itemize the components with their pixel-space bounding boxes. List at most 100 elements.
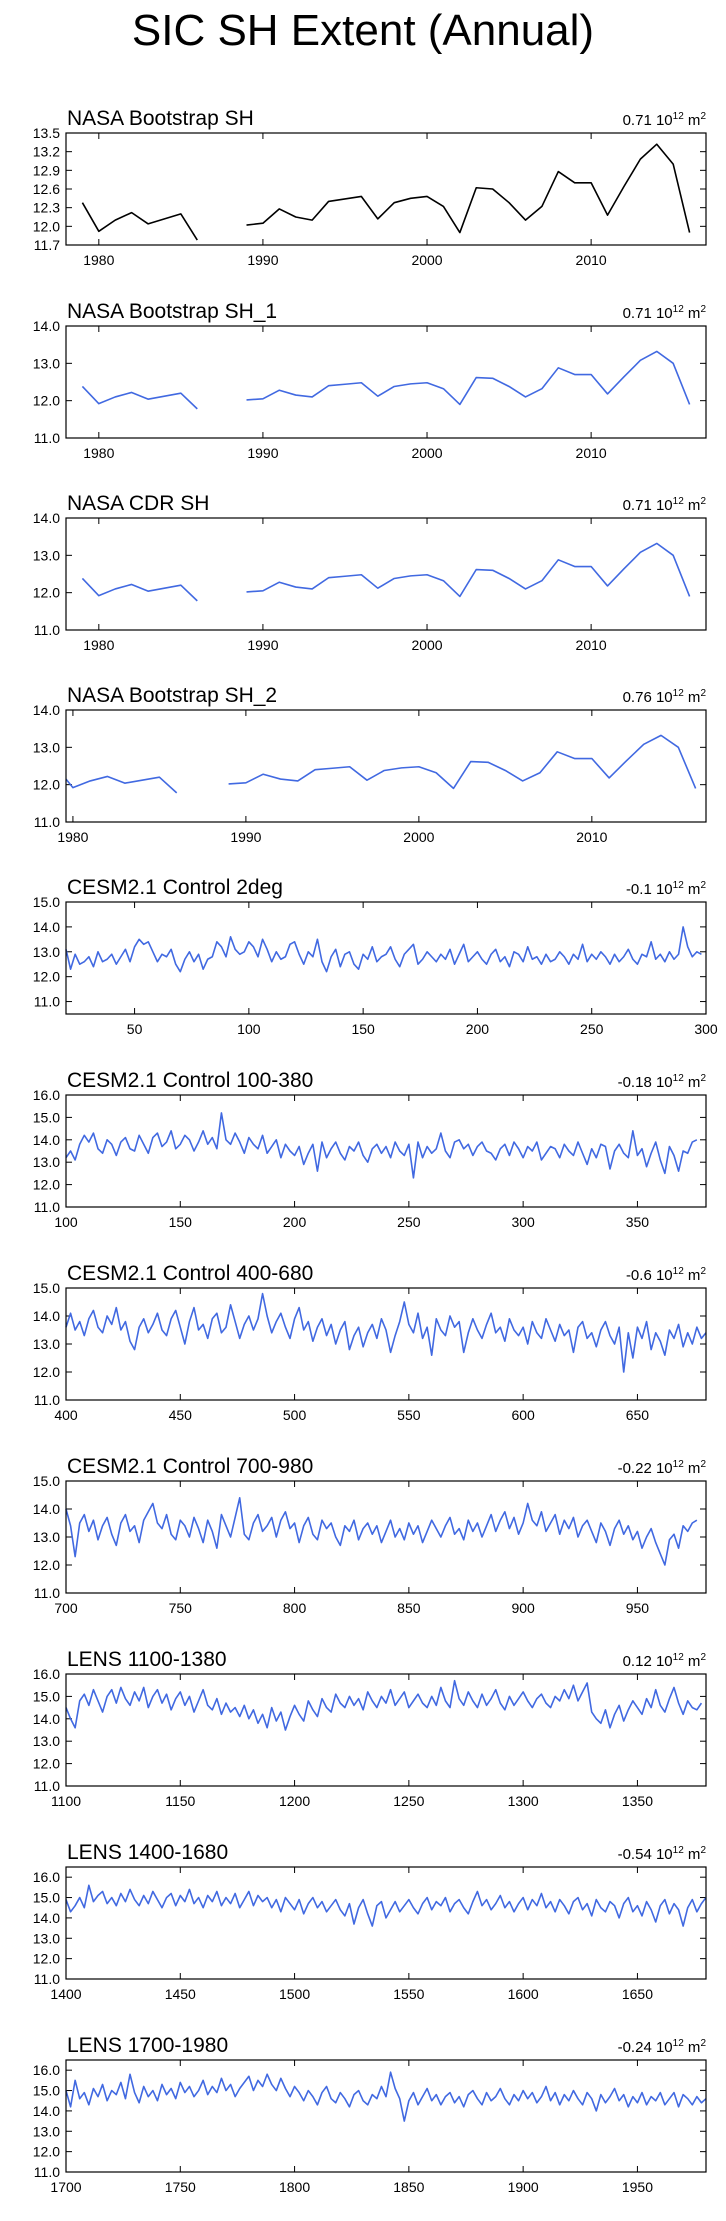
y-tick-label: 14.0 bbox=[33, 1501, 60, 1517]
y-tick-label: 13.0 bbox=[33, 547, 60, 563]
y-tick-label: 11.7 bbox=[34, 237, 60, 253]
trend-exponent: 12 bbox=[673, 111, 685, 122]
x-tick-label: 400 bbox=[54, 1407, 78, 1423]
x-tick-label: 1350 bbox=[622, 1793, 653, 1809]
y-tick-label: 13.0 bbox=[33, 1733, 60, 1749]
x-tick-label: 800 bbox=[283, 1600, 307, 1616]
x-tick-label: 1200 bbox=[279, 1793, 310, 1809]
x-tick-label: 300 bbox=[694, 1021, 718, 1037]
trend-value: -0.1 10 bbox=[626, 881, 673, 898]
data-series-line bbox=[81, 143, 691, 241]
panel-title: LENS 1700-1980 bbox=[67, 2034, 228, 2057]
x-tick-label: 1990 bbox=[230, 829, 261, 845]
y-tick-label: 15.0 bbox=[33, 1688, 60, 1704]
y-tick-label: 13.0 bbox=[33, 1336, 60, 1352]
x-tick-label: 750 bbox=[169, 1600, 193, 1616]
x-tick-label: 1300 bbox=[508, 1793, 539, 1809]
y-tick-label: 13.0 bbox=[33, 1154, 60, 1170]
trend-unit-exponent: 2 bbox=[700, 1845, 706, 1856]
data-series-line bbox=[81, 350, 691, 410]
x-tick-label: 1750 bbox=[165, 2179, 196, 2195]
y-tick-label: 13.0 bbox=[33, 1529, 60, 1545]
y-tick-label: 15.0 bbox=[33, 1473, 60, 1489]
y-tick-label: 11.0 bbox=[34, 994, 60, 1010]
plot-frame bbox=[65, 132, 707, 246]
chart-panel: CESM2.1 Control 100-380 -0.18 1012 m2 11.0… bbox=[33, 1069, 707, 1230]
y-tick-label: 14.0 bbox=[33, 1910, 60, 1926]
chart-panel: CESM2.1 Control 700-980 -0.22 1012 m2 11.0… bbox=[33, 1455, 707, 1616]
plot-frame bbox=[65, 1480, 707, 1594]
x-tick-label: 1550 bbox=[393, 1986, 424, 2002]
trend-unit-exponent: 2 bbox=[700, 1459, 706, 1470]
y-tick-label: 12.3 bbox=[33, 200, 60, 216]
y-tick-label: 11.0 bbox=[34, 1392, 60, 1408]
x-tick-label: 100 bbox=[54, 1214, 78, 1230]
y-tick-label: 15.0 bbox=[33, 894, 60, 910]
y-tick-label: 16.0 bbox=[33, 1087, 60, 1103]
trend-unit-exponent: 2 bbox=[700, 111, 706, 122]
x-tick-label: 2010 bbox=[576, 829, 607, 845]
y-tick-label: 13.0 bbox=[33, 2123, 60, 2139]
y-tick-label: 16.0 bbox=[33, 1869, 60, 1885]
y-tick-label: 13.0 bbox=[33, 1930, 60, 1946]
trend-annotation: -0.54 1012 m2 bbox=[618, 1845, 707, 1863]
plot-frame bbox=[65, 2059, 707, 2173]
y-tick-label: 12.0 bbox=[33, 1177, 60, 1193]
y-tick-label: 11.0 bbox=[34, 814, 60, 830]
x-tick-label: 2010 bbox=[576, 637, 607, 653]
trend-exponent: 12 bbox=[673, 1459, 685, 1470]
y-tick-label: 12.0 bbox=[33, 777, 60, 793]
x-tick-label: 1650 bbox=[622, 1986, 653, 2002]
trend-value: 0.71 10 bbox=[623, 497, 673, 514]
plot-frame bbox=[65, 709, 707, 823]
x-tick-label: 50 bbox=[127, 1021, 143, 1037]
chart-panel: LENS 1400-1680 -0.54 1012 m2 11.0 12.0 13.0 1… bbox=[33, 1841, 707, 2002]
trend-unit: m bbox=[684, 1653, 701, 1670]
trend-value: -0.18 10 bbox=[618, 1074, 673, 1091]
y-tick-label: 12.0 bbox=[33, 1557, 60, 1573]
trend-unit: m bbox=[684, 689, 701, 706]
x-tick-label: 1950 bbox=[622, 2179, 653, 2195]
x-tick-label: 600 bbox=[511, 1407, 535, 1423]
trend-exponent: 12 bbox=[673, 1845, 685, 1856]
x-tick-label: 2000 bbox=[411, 252, 442, 268]
trend-exponent: 12 bbox=[673, 688, 685, 699]
x-tick-label: 300 bbox=[511, 1214, 535, 1230]
x-tick-label: 1800 bbox=[279, 2179, 310, 2195]
x-tick-label: 950 bbox=[626, 1600, 650, 1616]
trend-exponent: 12 bbox=[673, 2038, 685, 2049]
trend-annotation: -0.24 1012 m2 bbox=[618, 2038, 707, 2056]
trend-unit: m bbox=[684, 112, 701, 129]
data-series-line bbox=[65, 2071, 707, 2122]
y-tick-label: 14.0 bbox=[33, 510, 60, 526]
plot-frame bbox=[65, 517, 707, 631]
chart-panel: LENS 1700-1980 -0.24 1012 m2 11.0 12.0 13.0 1… bbox=[33, 2034, 707, 2195]
panel-title: CESM2.1 Control 2deg bbox=[67, 876, 283, 899]
trend-unit-exponent: 2 bbox=[700, 304, 706, 315]
trend-exponent: 12 bbox=[673, 496, 685, 507]
x-tick-label: 1980 bbox=[83, 445, 114, 461]
chart-panel: CESM2.1 Control 400-680 -0.6 1012 m2 11.0 1… bbox=[33, 1262, 707, 1423]
y-tick-label: 12.0 bbox=[33, 218, 60, 234]
plot-frame bbox=[65, 901, 707, 1015]
trend-annotation: 0.71 1012 m2 bbox=[623, 111, 707, 129]
y-tick-label: 11.0 bbox=[34, 622, 60, 638]
y-tick-label: 12.0 bbox=[33, 1951, 60, 1967]
data-series-line bbox=[65, 926, 702, 973]
trend-unit-exponent: 2 bbox=[700, 880, 706, 891]
trend-unit: m bbox=[684, 1460, 701, 1477]
data-series-line bbox=[65, 1112, 698, 1179]
y-tick-label: 14.0 bbox=[33, 2103, 60, 2119]
trend-value: -0.22 10 bbox=[618, 1460, 673, 1477]
x-tick-label: 1900 bbox=[508, 2179, 539, 2195]
x-tick-label: 350 bbox=[626, 1214, 650, 1230]
trend-exponent: 12 bbox=[673, 880, 685, 891]
trend-annotation: -0.1 1012 m2 bbox=[626, 880, 707, 898]
trend-unit-exponent: 2 bbox=[700, 1652, 706, 1663]
plot-frame bbox=[65, 1673, 707, 1787]
panel-title: NASA CDR SH bbox=[67, 492, 209, 515]
trend-unit: m bbox=[684, 1846, 701, 1863]
x-tick-label: 2000 bbox=[411, 445, 442, 461]
x-tick-label: 1250 bbox=[393, 1793, 424, 1809]
x-tick-label: 1980 bbox=[83, 637, 114, 653]
